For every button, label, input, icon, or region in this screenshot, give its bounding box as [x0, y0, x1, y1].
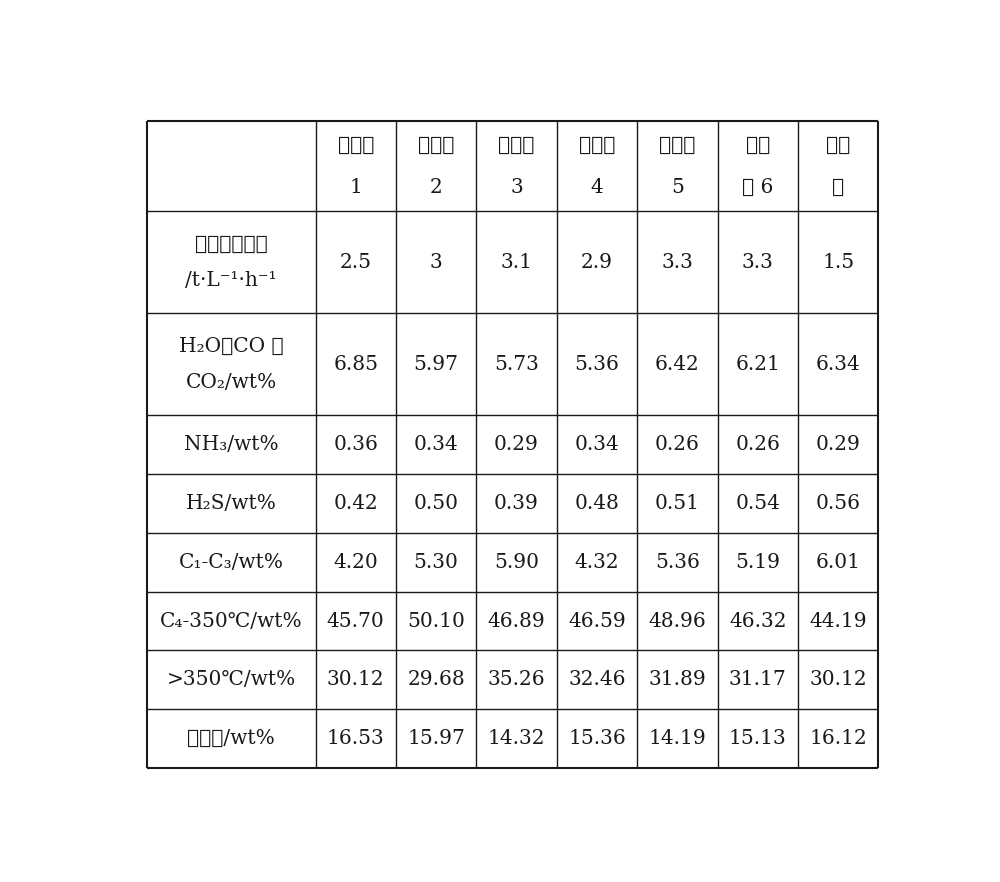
Text: 0.26: 0.26	[735, 435, 780, 454]
Text: 3.1: 3.1	[501, 253, 533, 272]
Text: 4.32: 4.32	[575, 553, 619, 572]
Text: 31.89: 31.89	[648, 670, 706, 690]
Text: /t·L⁻¹·h⁻¹: /t·L⁻¹·h⁻¹	[185, 271, 277, 290]
Text: 实施例: 实施例	[338, 136, 374, 155]
Text: 14.19: 14.19	[648, 729, 706, 748]
Text: 0.39: 0.39	[494, 494, 539, 513]
Text: >350℃/wt%: >350℃/wt%	[166, 670, 296, 690]
Text: 15.13: 15.13	[729, 729, 787, 748]
Text: 6.21: 6.21	[735, 355, 780, 374]
Text: C₁-C₃/wt%: C₁-C₃/wt%	[179, 553, 284, 572]
Text: 0.36: 0.36	[333, 435, 378, 454]
Text: H₂O、CO 和: H₂O、CO 和	[179, 336, 283, 355]
Text: 0.51: 0.51	[655, 494, 700, 513]
Text: 45.70: 45.70	[327, 611, 385, 631]
Text: 3.3: 3.3	[661, 253, 693, 272]
Text: 5.30: 5.30	[414, 553, 459, 572]
Text: 2: 2	[430, 177, 442, 197]
Text: 15.36: 15.36	[568, 729, 626, 748]
Text: 0.42: 0.42	[333, 494, 378, 513]
Text: 0.34: 0.34	[575, 435, 619, 454]
Text: 4: 4	[591, 177, 603, 197]
Text: H₂S/wt%: H₂S/wt%	[186, 494, 277, 513]
Text: 31.17: 31.17	[729, 670, 787, 690]
Text: 3: 3	[430, 253, 442, 272]
Text: 油灰渣/wt%: 油灰渣/wt%	[187, 729, 275, 748]
Text: 实施例: 实施例	[498, 136, 535, 155]
Text: 3.3: 3.3	[742, 253, 774, 272]
Text: 5.73: 5.73	[494, 355, 539, 374]
Text: 5.36: 5.36	[655, 553, 700, 572]
Text: 14.32: 14.32	[488, 729, 545, 748]
Text: 1: 1	[349, 177, 362, 197]
Text: 44.19: 44.19	[809, 611, 867, 631]
Text: 实施: 实施	[746, 136, 770, 155]
Text: 4.20: 4.20	[333, 553, 378, 572]
Text: 实施例: 实施例	[579, 136, 615, 155]
Text: 6.01: 6.01	[816, 553, 861, 572]
Text: 0.50: 0.50	[414, 494, 459, 513]
Text: 0.29: 0.29	[816, 435, 861, 454]
Text: 15.97: 15.97	[407, 729, 465, 748]
Text: 实施例: 实施例	[659, 136, 695, 155]
Text: 例 6: 例 6	[742, 177, 773, 197]
Text: 6.34: 6.34	[816, 355, 860, 374]
Text: 5: 5	[671, 177, 684, 197]
Text: 29.68: 29.68	[407, 670, 465, 690]
Text: 2.9: 2.9	[581, 253, 613, 272]
Text: NH₃/wt%: NH₃/wt%	[184, 435, 278, 454]
Text: 46.89: 46.89	[488, 611, 545, 631]
Text: 3: 3	[510, 177, 523, 197]
Text: 煤粉处理效率: 煤粉处理效率	[195, 235, 267, 253]
Text: C₄-350℃/wt%: C₄-350℃/wt%	[160, 611, 302, 631]
Text: 6.85: 6.85	[333, 355, 378, 374]
Text: 16.53: 16.53	[327, 729, 385, 748]
Text: 30.12: 30.12	[809, 670, 867, 690]
Text: 46.59: 46.59	[568, 611, 626, 631]
Text: 32.46: 32.46	[568, 670, 626, 690]
Text: 5.90: 5.90	[494, 553, 539, 572]
Text: 对比: 对比	[826, 136, 850, 155]
Text: CO₂/wt%: CO₂/wt%	[185, 373, 277, 392]
Text: 0.56: 0.56	[816, 494, 861, 513]
Text: 5.19: 5.19	[735, 553, 780, 572]
Text: 0.34: 0.34	[414, 435, 458, 454]
Text: 35.26: 35.26	[488, 670, 545, 690]
Text: 16.12: 16.12	[809, 729, 867, 748]
Text: 实施例: 实施例	[418, 136, 454, 155]
Text: 0.26: 0.26	[655, 435, 700, 454]
Text: 例: 例	[832, 177, 844, 197]
Text: 5.36: 5.36	[574, 355, 619, 374]
Text: 6.42: 6.42	[655, 355, 700, 374]
Text: 46.32: 46.32	[729, 611, 786, 631]
Text: 50.10: 50.10	[407, 611, 465, 631]
Text: 0.48: 0.48	[574, 494, 619, 513]
Text: 30.12: 30.12	[327, 670, 385, 690]
Text: 0.29: 0.29	[494, 435, 539, 454]
Text: 2.5: 2.5	[340, 253, 372, 272]
Text: 5.97: 5.97	[414, 355, 459, 374]
Text: 48.96: 48.96	[648, 611, 706, 631]
Text: 0.54: 0.54	[735, 494, 780, 513]
Text: 1.5: 1.5	[822, 253, 854, 272]
